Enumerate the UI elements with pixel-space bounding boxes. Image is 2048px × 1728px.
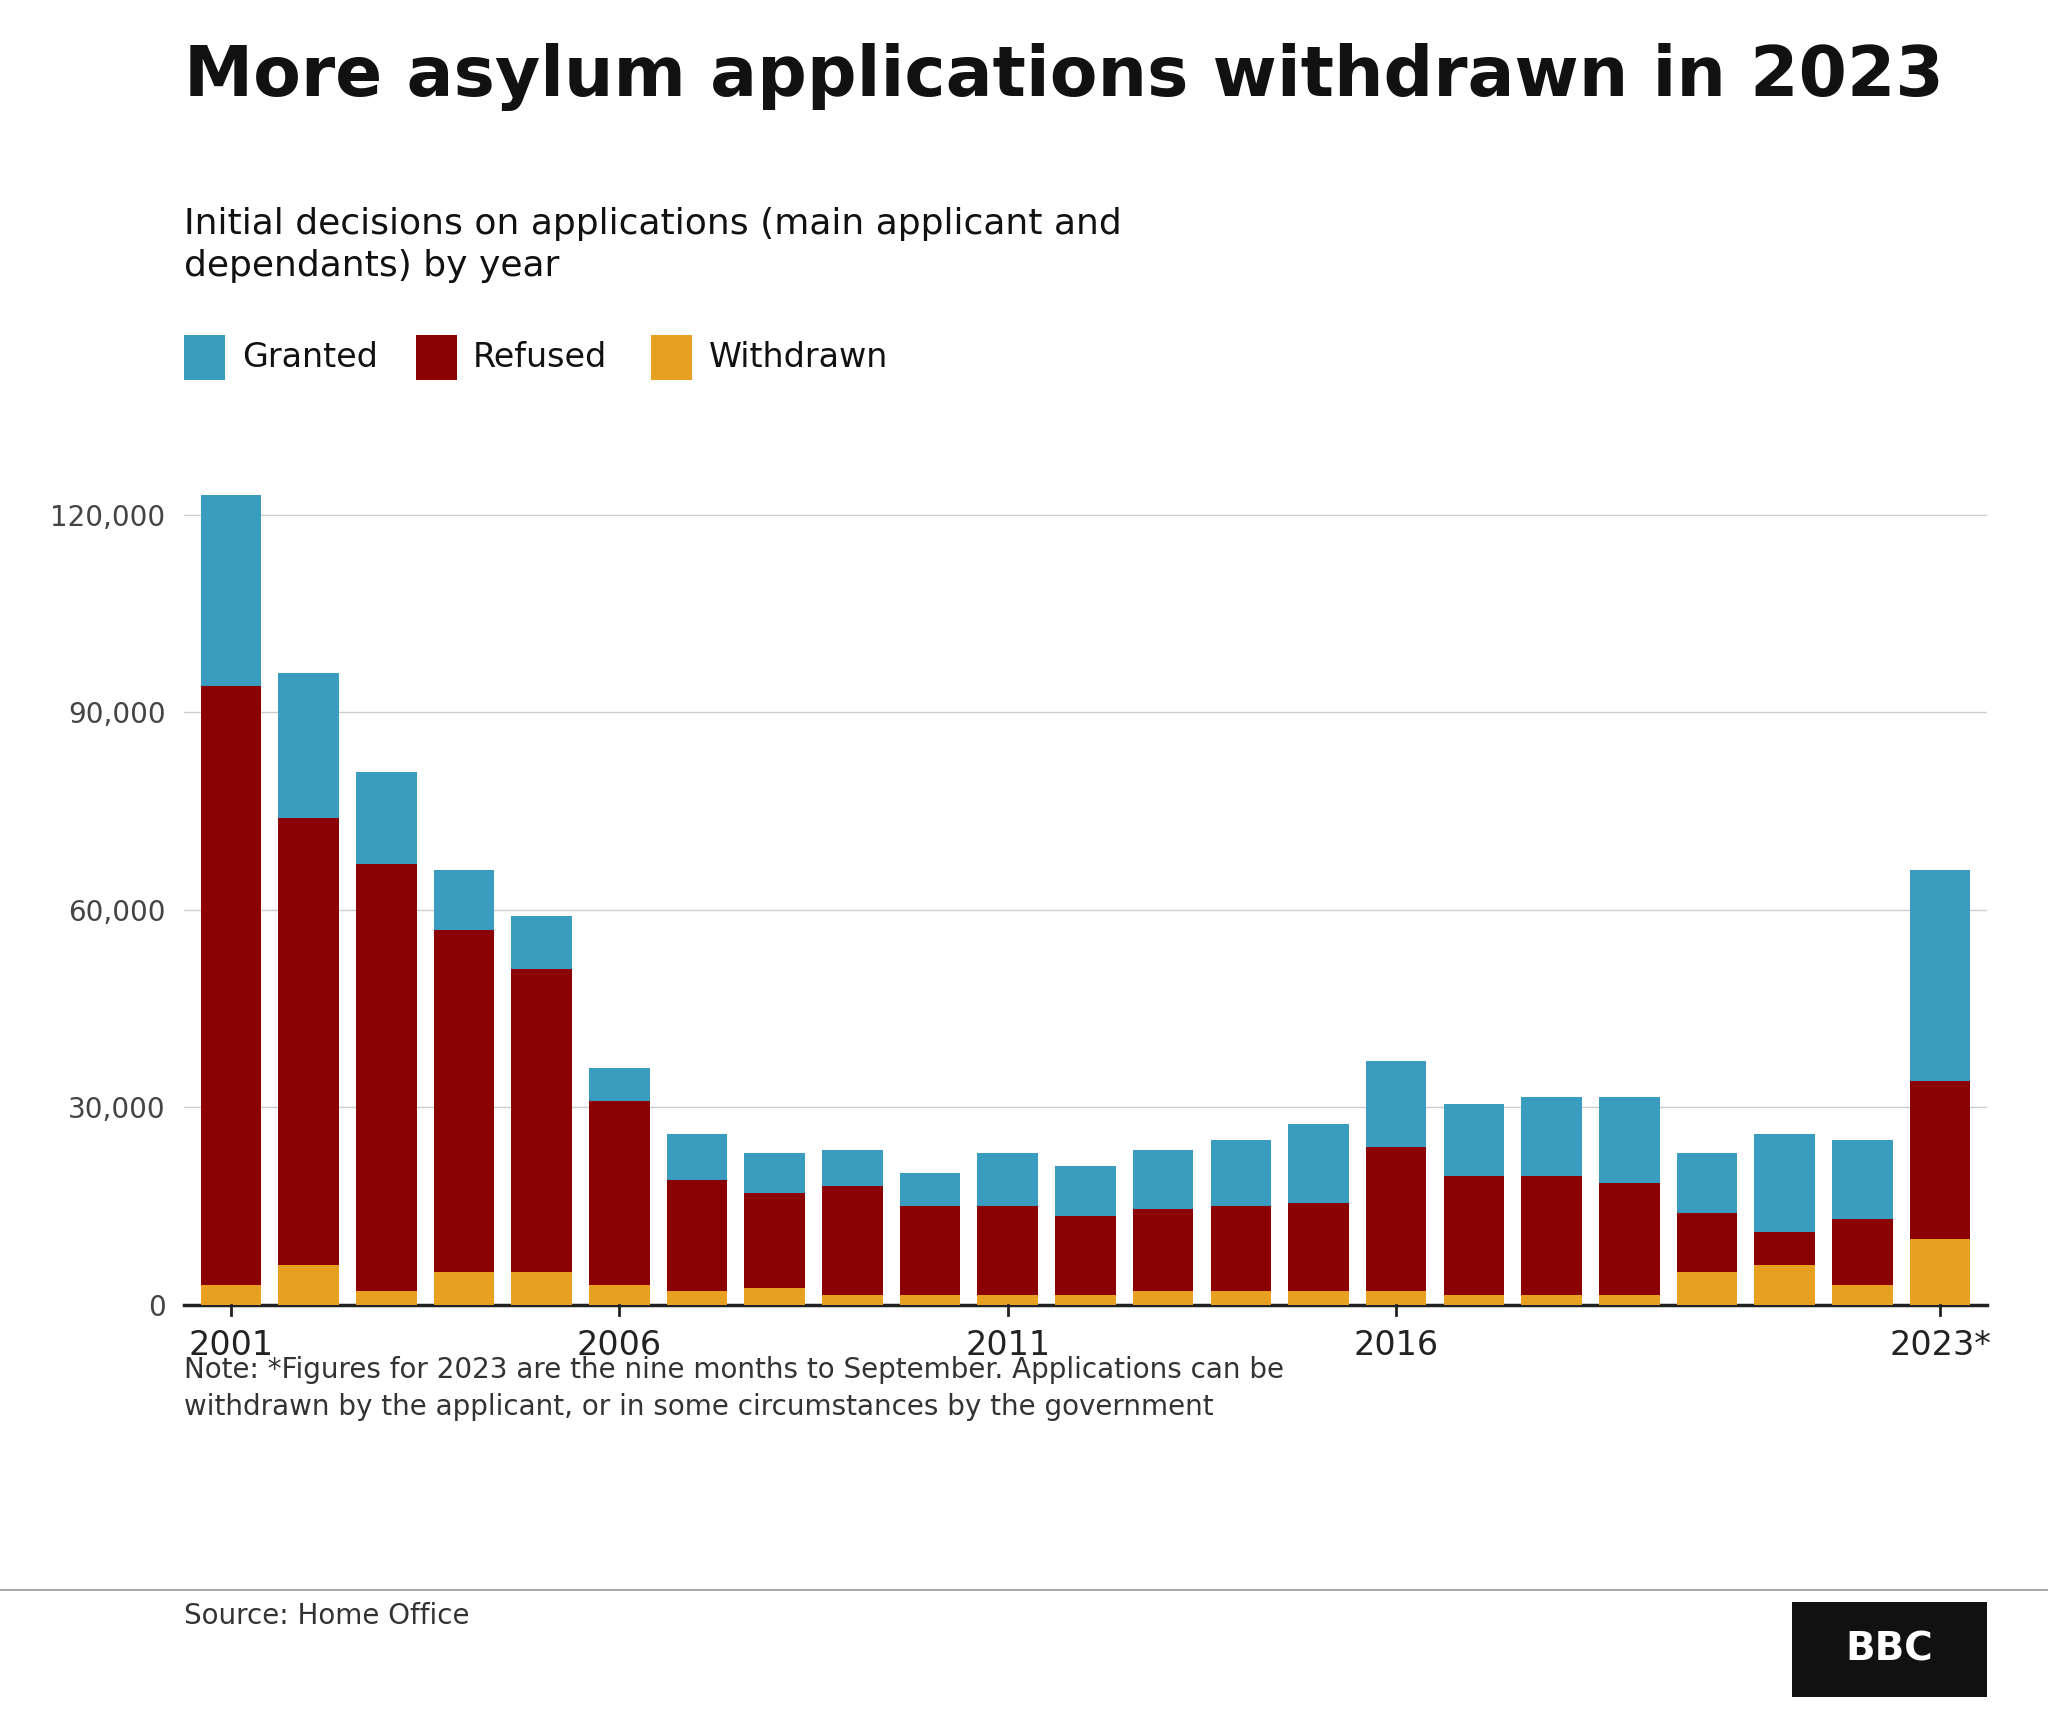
Bar (1288, 1291, 1350, 1305)
Bar (743, 1287, 805, 1305)
Bar (356, 1291, 416, 1305)
Text: Withdrawn: Withdrawn (709, 340, 889, 375)
Bar (1055, 1217, 1116, 1294)
Bar (1677, 1213, 1737, 1272)
Bar (1755, 1134, 1815, 1232)
Text: Refused: Refused (473, 340, 608, 375)
Bar (668, 1134, 727, 1180)
Bar (356, 864, 416, 1291)
Bar (434, 930, 494, 1272)
Bar (977, 1153, 1038, 1206)
Bar (743, 1153, 805, 1192)
Bar (1755, 1232, 1815, 1265)
Bar (1210, 1291, 1272, 1305)
Bar (279, 1265, 338, 1305)
Bar (201, 686, 262, 1286)
Bar (821, 1185, 883, 1294)
Bar (201, 1286, 262, 1305)
Bar (1055, 1294, 1116, 1305)
Bar (899, 1206, 961, 1294)
Text: Initial decisions on applications (main applicant and
dependants) by year: Initial decisions on applications (main … (184, 207, 1122, 283)
Bar (1522, 1177, 1581, 1294)
Bar (821, 1294, 883, 1305)
Bar (1677, 1272, 1737, 1305)
Bar (1909, 1082, 1970, 1239)
Bar (743, 1192, 805, 1287)
Text: Note: *Figures for 2023 are the nine months to September. Applications can be
wi: Note: *Figures for 2023 are the nine mon… (184, 1356, 1284, 1420)
Bar (1833, 1220, 1892, 1286)
Bar (899, 1294, 961, 1305)
Bar (512, 916, 571, 969)
Bar (899, 1173, 961, 1206)
Bar (1833, 1140, 1892, 1220)
Bar (1909, 871, 1970, 1082)
Text: BBC: BBC (1845, 1631, 1933, 1668)
Bar (512, 1272, 571, 1305)
Bar (1677, 1153, 1737, 1213)
Bar (668, 1291, 727, 1305)
Bar (1909, 1239, 1970, 1305)
Bar (279, 817, 338, 1265)
Bar (1366, 1291, 1427, 1305)
Bar (279, 672, 338, 817)
Bar (512, 969, 571, 1272)
Bar (668, 1180, 727, 1291)
Bar (434, 871, 494, 930)
Bar (1288, 1123, 1350, 1203)
Bar (1833, 1286, 1892, 1305)
Bar (1599, 1294, 1659, 1305)
Bar (1210, 1206, 1272, 1291)
Bar (821, 1151, 883, 1185)
Bar (1210, 1140, 1272, 1206)
Bar (977, 1294, 1038, 1305)
Bar (201, 496, 262, 686)
Bar (1133, 1210, 1194, 1291)
Bar (1366, 1147, 1427, 1291)
Bar (1366, 1061, 1427, 1147)
Bar (356, 772, 416, 864)
Bar (1522, 1097, 1581, 1177)
Bar (1133, 1151, 1194, 1210)
Bar (1055, 1166, 1116, 1217)
Bar (590, 1068, 649, 1101)
Bar (434, 1272, 494, 1305)
Bar (1444, 1104, 1503, 1177)
Bar (1755, 1265, 1815, 1305)
Text: More asylum applications withdrawn in 2023: More asylum applications withdrawn in 20… (184, 43, 1944, 111)
Text: Source: Home Office: Source: Home Office (184, 1602, 469, 1630)
Bar (1444, 1177, 1503, 1294)
Bar (590, 1286, 649, 1305)
Bar (977, 1206, 1038, 1294)
Bar (1599, 1184, 1659, 1294)
Bar (1599, 1097, 1659, 1184)
Bar (590, 1101, 649, 1286)
Bar (1522, 1294, 1581, 1305)
Bar (1288, 1203, 1350, 1291)
Text: Granted: Granted (242, 340, 377, 375)
Bar (1133, 1291, 1194, 1305)
Bar (1444, 1294, 1503, 1305)
